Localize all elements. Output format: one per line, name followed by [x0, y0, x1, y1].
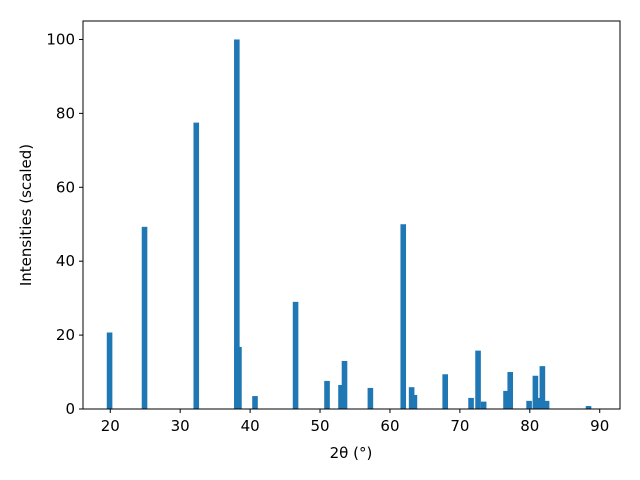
y-tick-label: 40	[56, 252, 75, 270]
bar	[475, 350, 481, 409]
bar	[442, 374, 448, 409]
bar	[141, 226, 148, 409]
bar	[236, 346, 242, 409]
x-tick-label: 90	[590, 417, 609, 435]
bar	[341, 360, 348, 409]
bar	[543, 400, 550, 409]
y-tick-label: 100	[46, 30, 75, 48]
y-tick-label: 60	[56, 178, 75, 196]
plot-frame	[82, 20, 621, 410]
x-tick-label: 20	[101, 417, 120, 435]
bar	[252, 396, 258, 409]
y-tick-label: 20	[56, 326, 75, 344]
bar	[338, 384, 344, 409]
bar	[292, 301, 299, 409]
bar	[585, 406, 592, 409]
x-tick-label: 80	[520, 417, 539, 435]
bar	[411, 394, 418, 409]
bar	[532, 375, 539, 409]
y-tick-label: 80	[56, 104, 75, 122]
bar	[526, 400, 532, 409]
x-tick-label: 40	[241, 417, 260, 435]
y-tick-label: 0	[65, 400, 75, 418]
x-tick-label: 70	[450, 417, 469, 435]
x-tick-label: 50	[310, 417, 329, 435]
bar	[503, 390, 509, 409]
x-tick-label: 60	[380, 417, 399, 435]
x-tick-label: 30	[171, 417, 190, 435]
bar	[400, 224, 407, 409]
bar	[480, 401, 487, 409]
bar	[234, 39, 240, 409]
bar	[367, 387, 374, 409]
x-axis-label: 2θ (°)	[330, 444, 373, 462]
bar	[507, 372, 514, 409]
bar	[539, 366, 546, 409]
bar	[468, 397, 474, 409]
y-axis-label: Intensities (scaled)	[17, 144, 35, 286]
bar	[193, 122, 200, 409]
bar	[534, 397, 541, 409]
bar	[106, 332, 113, 409]
bar	[324, 380, 330, 409]
